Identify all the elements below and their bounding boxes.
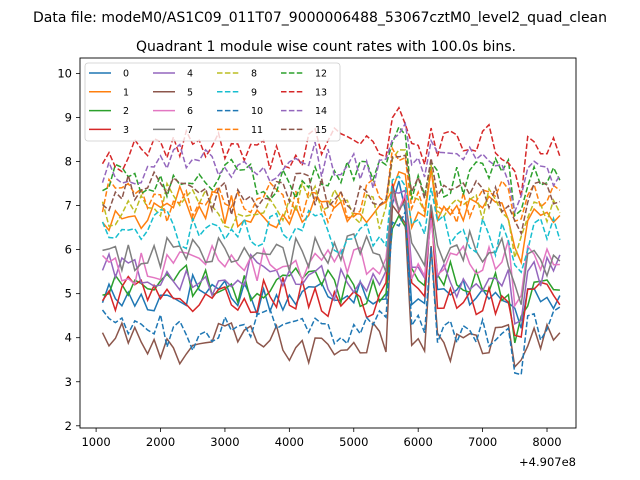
y-tick-label: 7 <box>65 199 72 213</box>
legend-label-4: 4 <box>187 69 193 80</box>
chart-suptitle: Data file: modeM0/AS1C09_011T07_90000064… <box>33 10 607 26</box>
series-line-6 <box>101 193 560 308</box>
y-tick-label: 9 <box>65 110 72 124</box>
legend-label-8: 8 <box>251 69 257 80</box>
series-line-5 <box>101 203 561 369</box>
x-tick-label: 5000 <box>339 435 368 449</box>
legend-label-7: 7 <box>187 125 193 136</box>
x-tick-label: 7000 <box>468 435 497 449</box>
y-tick-label: 4 <box>65 331 72 345</box>
legend-label-1: 1 <box>123 87 129 98</box>
y-tick-label: 8 <box>65 155 72 169</box>
series-line-10 <box>101 211 561 376</box>
x-axis-ticks: 1000 2000 3000 4000 5000 6000 7000 8000 <box>81 428 562 449</box>
chart-title: Quadrant 1 module wise count rates with … <box>136 39 516 55</box>
legend-label-6: 6 <box>187 106 193 117</box>
x-axis-offset-label: +4.907e8 <box>519 455 576 469</box>
x-tick-label: 1000 <box>81 435 110 449</box>
legend-label-2: 2 <box>123 106 129 117</box>
legend-label-0: 0 <box>123 69 129 80</box>
y-tick-label: 2 <box>65 419 72 433</box>
series-line-3 <box>101 183 561 338</box>
legend-label-11: 11 <box>251 125 263 136</box>
series-line-9 <box>101 175 561 274</box>
series-line-4 <box>101 189 561 325</box>
plot-frame <box>79 57 577 429</box>
legend-label-12: 12 <box>315 69 327 80</box>
series-line-15 <box>102 154 561 236</box>
x-tick-label: 8000 <box>532 435 561 449</box>
series-line-8 <box>101 149 561 258</box>
x-tick-label: 3000 <box>210 435 239 449</box>
legend-box <box>84 62 341 142</box>
x-tick-label: 2000 <box>146 435 175 449</box>
series-line-14 <box>101 121 561 215</box>
y-tick-label: 5 <box>65 287 72 301</box>
x-tick-label: 4000 <box>275 435 304 449</box>
series-line-12 <box>102 125 561 218</box>
series-lines <box>101 106 561 376</box>
legend-label-14: 14 <box>315 106 327 117</box>
series-line-11 <box>101 146 561 226</box>
y-tick-label: 3 <box>65 375 72 389</box>
legend-label-10: 10 <box>251 106 263 117</box>
x-tick-label: 6000 <box>404 435 433 449</box>
y-axis-ticks: 2 3 4 5 6 7 8 9 10 <box>57 66 80 433</box>
series-line-7 <box>102 187 561 305</box>
y-tick-label: 10 <box>57 66 72 80</box>
legend-label-9: 9 <box>251 87 257 98</box>
legend-label-15: 15 <box>315 125 327 136</box>
legend-label-3: 3 <box>123 125 129 136</box>
legend-label-13: 13 <box>315 87 327 98</box>
legend-label-5: 5 <box>187 87 193 98</box>
y-tick-label: 6 <box>65 243 72 257</box>
